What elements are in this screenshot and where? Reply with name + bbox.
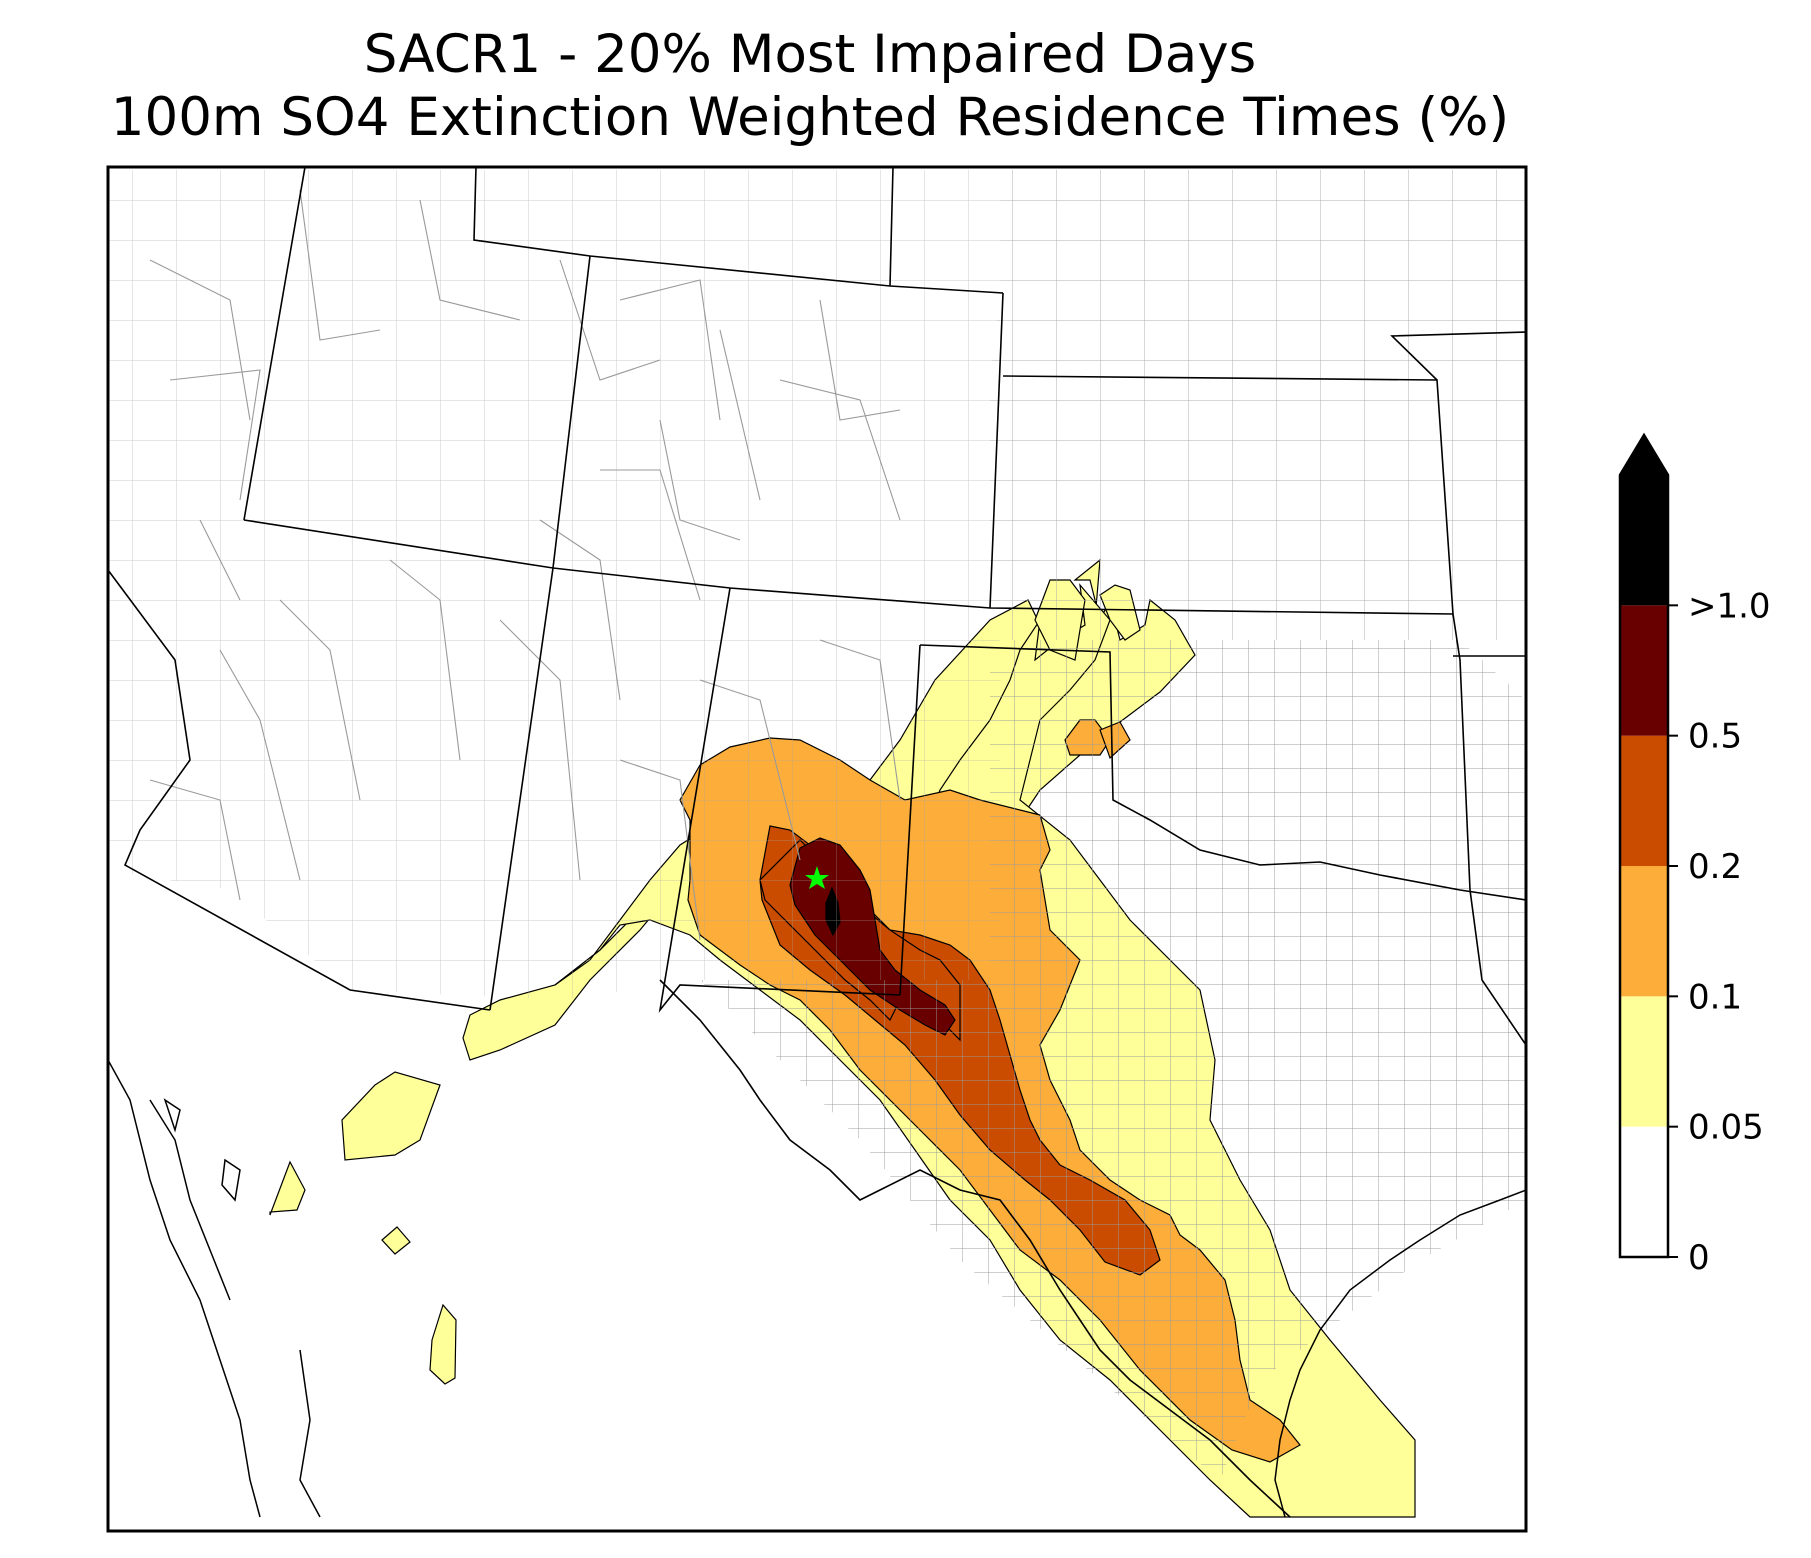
map-frame	[106, 165, 1528, 1533]
colorbar-segment	[1620, 1126, 1668, 1257]
figure-title-line-2: 100m SO4 Extinction Weighted Residence T…	[111, 87, 1509, 148]
colorbar-extend-arrow	[1620, 435, 1668, 475]
county-boundaries	[108, 170, 1526, 1480]
colorbar-segment	[1620, 996, 1668, 1127]
colorbar-tick-label: >1.0	[1688, 586, 1771, 626]
colorbar-segment	[1620, 475, 1668, 606]
colorbar: 0 0.05 0.1 0.2 0.5 >1.0	[1618, 432, 1771, 1278]
colorbar-tick-label: 0.05	[1688, 1108, 1764, 1148]
colorbar-tick-label: 0	[1688, 1238, 1710, 1278]
colorbar-segment	[1620, 866, 1668, 997]
colorbar-tick-label: 0.5	[1688, 717, 1742, 757]
figure-title-line-1: SACR1 - 20% Most Impaired Days	[364, 24, 1256, 85]
monitoring-site-star-icon	[805, 866, 829, 889]
colorbar-segment	[1620, 605, 1668, 736]
map-panel	[108, 167, 1526, 1531]
colorbar-tick-label: 0.1	[1688, 977, 1742, 1017]
colorbar-tick-label: 0.2	[1688, 847, 1742, 887]
colorbar-segment	[1620, 735, 1668, 866]
coastlines	[108, 1059, 1526, 1518]
state-boundaries	[108, 167, 1526, 1518]
